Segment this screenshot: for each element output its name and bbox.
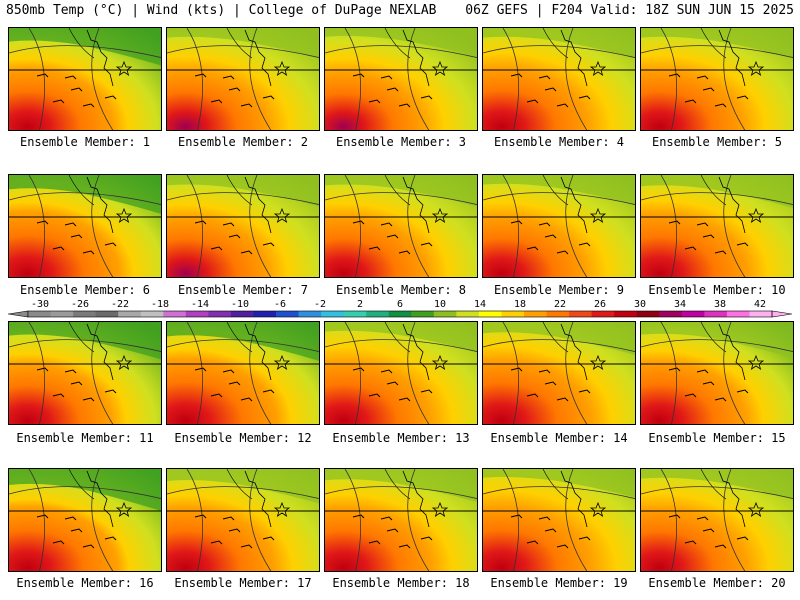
ensemble-member-map (640, 468, 794, 572)
ensemble-member-label: Ensemble Member: 9 (493, 283, 625, 297)
ensemble-member-label: Ensemble Member: 19 (490, 576, 628, 590)
ensemble-member-label: Ensemble Member: 3 (335, 135, 467, 149)
ensemble-member-label: Ensemble Member: 4 (493, 135, 625, 149)
colorbar-swatch (185, 311, 209, 317)
colorbar-swatch (298, 311, 322, 317)
colorbar-tick-label: 22 (554, 299, 566, 310)
colorbar-tick-label: 30 (634, 299, 646, 310)
colorbar-tick-label: -22 (111, 299, 129, 310)
ensemble-member-map (324, 468, 478, 572)
ensemble-member-label: Ensemble Member: 2 (177, 135, 309, 149)
colorbar-tick-label: -14 (191, 299, 209, 310)
colorbar-swatch (276, 311, 300, 317)
ensemble-member-label: Ensemble Member: 20 (648, 576, 786, 590)
ensemble-member-label: Ensemble Member: 13 (332, 431, 470, 445)
ensemble-member-map (640, 174, 794, 278)
colorbar-swatch (681, 311, 705, 317)
ensemble-member-label: Ensemble Member: 12 (174, 431, 312, 445)
colorbar-tick-label: 10 (434, 299, 446, 310)
ensemble-member-label: Ensemble Member: 10 (648, 283, 786, 297)
ensemble-member-map (166, 321, 320, 425)
colorbar-tick-label: 26 (594, 299, 606, 310)
colorbar-swatch (524, 311, 548, 317)
colorbar-swatch (591, 311, 615, 317)
ensemble-member-map (482, 27, 636, 131)
colorbar-swatch (321, 311, 345, 317)
colorbar-tick-label: 18 (514, 299, 526, 310)
colorbar-swatch (118, 311, 142, 317)
ensemble-member-map (640, 27, 794, 131)
colorbar-swatch (569, 311, 593, 317)
ensemble-member-label: Ensemble Member: 1 (19, 135, 151, 149)
colorbar-swatch (478, 311, 502, 317)
colorbar-swatch (411, 311, 435, 317)
ensemble-member-map (324, 321, 478, 425)
ensemble-member-map (166, 174, 320, 278)
ensemble-member-label: Ensemble Member: 14 (490, 431, 628, 445)
colorbar-swatch (614, 311, 638, 317)
colorbar-swatch (163, 311, 187, 317)
ensemble-member-label: Ensemble Member: 6 (19, 283, 151, 297)
ensemble-member-map (8, 321, 162, 425)
map-title: 850mb Temp (°C) | Wind (kts) | College o… (6, 3, 437, 18)
colorbar-tick-label: -2 (314, 299, 326, 310)
ensemble-member-label: Ensemble Member: 17 (174, 576, 312, 590)
ensemble-member-label: Ensemble Member: 18 (332, 576, 470, 590)
colorbar-swatch (726, 311, 750, 317)
colorbar-tick-label: -30 (31, 299, 49, 310)
colorbar-swatch (546, 311, 570, 317)
ensemble-member-label: Ensemble Member: 8 (335, 283, 467, 297)
colorbar-tick-label: 6 (397, 299, 403, 310)
ensemble-member-map (166, 468, 320, 572)
ensemble-member-map (166, 27, 320, 131)
colorbar-tick-label: -6 (274, 299, 286, 310)
colorbar-swatch (366, 311, 390, 317)
colorbar-tick-label: -18 (151, 299, 169, 310)
colorbar-swatch (95, 311, 119, 317)
colorbar-swatch (456, 311, 480, 317)
colorbar-swatch (501, 311, 525, 317)
ensemble-member-map (8, 27, 162, 131)
ensemble-member-label: Ensemble Member: 11 (16, 431, 154, 445)
ensemble-member-map (8, 468, 162, 572)
ensemble-member-map (324, 174, 478, 278)
run-valid-time: 06Z GEFS | F204 Valid: 18Z SUN JUN 15 20… (465, 3, 794, 18)
ensemble-member-label: Ensemble Member: 5 (651, 135, 783, 149)
colorbar-swatch (659, 311, 683, 317)
colorbar-swatch (636, 311, 660, 317)
colorbar-swatch (433, 311, 457, 317)
colorbar-tick-label: 42 (754, 299, 766, 310)
colorbar-swatch (388, 311, 412, 317)
ensemble-member-map (8, 174, 162, 278)
colorbar-swatch (50, 311, 74, 317)
colorbar-swatch (749, 311, 773, 317)
ensemble-member-map (482, 321, 636, 425)
colorbar-tick-label: -26 (71, 299, 89, 310)
ensemble-member-map (482, 468, 636, 572)
colorbar-swatch (73, 311, 97, 317)
ensemble-member-map (482, 174, 636, 278)
ensemble-member-label: Ensemble Member: 16 (16, 576, 154, 590)
colorbar-tick-label: 38 (714, 299, 726, 310)
ensemble-member-map (640, 321, 794, 425)
temperature-colorbar: -30 -26 -22 -18 -14 -10 -6 -2 2 6 10 14 18 22 26 30 34 38… (8, 299, 792, 318)
ensemble-member-label: Ensemble Member: 7 (177, 283, 309, 297)
colorbar-swatch (208, 311, 232, 317)
ensemble-member-map (324, 27, 478, 131)
colorbar-tick-label: -10 (231, 299, 249, 310)
ensemble-member-label: Ensemble Member: 15 (648, 431, 786, 445)
colorbar-tick-label: 34 (674, 299, 686, 310)
colorbar-swatch (253, 311, 277, 317)
colorbar-swatch (28, 311, 52, 317)
colorbar-swatch (704, 311, 728, 317)
colorbar-swatch (343, 311, 367, 317)
colorbar-swatch (140, 311, 164, 317)
colorbar-tick-label: 2 (357, 299, 363, 310)
colorbar-swatch (230, 311, 254, 317)
colorbar-tick-label: 14 (474, 299, 486, 310)
